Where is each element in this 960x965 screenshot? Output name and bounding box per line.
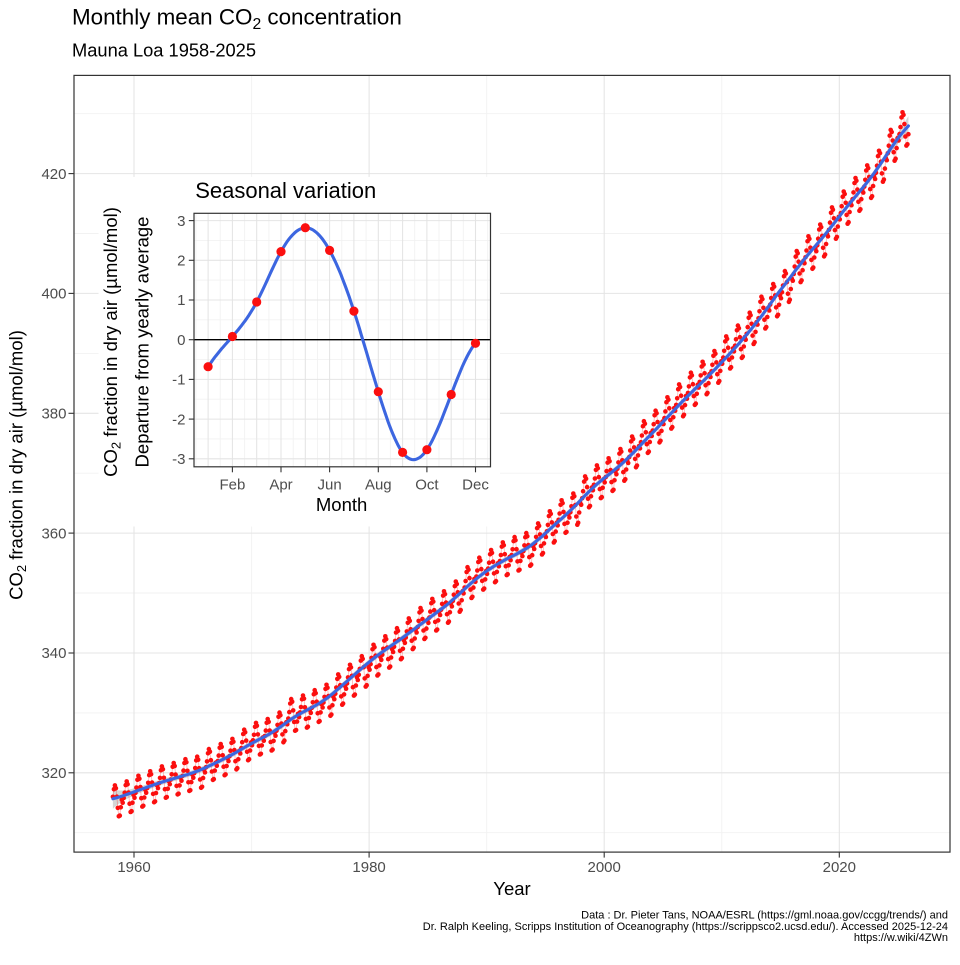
- svg-text:Data : Dr. Pieter Tans, NOAA/E: Data : Dr. Pieter Tans, NOAA/ESRL (https…: [581, 910, 948, 922]
- svg-text:Dec: Dec: [462, 476, 489, 493]
- svg-text:Monthly mean CO2 concentration: Monthly mean CO2 concentration: [72, 5, 402, 34]
- svg-text:1960: 1960: [117, 859, 150, 876]
- svg-text:Aug: Aug: [365, 476, 392, 493]
- svg-text:2000: 2000: [588, 859, 621, 876]
- svg-text:320: 320: [41, 765, 66, 782]
- svg-text:Jun: Jun: [318, 476, 342, 493]
- svg-text:Month: Month: [316, 494, 367, 515]
- svg-text:340: 340: [41, 645, 66, 662]
- svg-text:2020: 2020: [823, 859, 856, 876]
- svg-text:-3: -3: [172, 451, 185, 468]
- svg-text:CO2 fraction in dry air (µmol/: CO2 fraction in dry air (µmol/mol): [100, 207, 124, 477]
- svg-text:-2: -2: [172, 411, 185, 428]
- svg-text:Departure from yearly average: Departure from yearly average: [132, 217, 153, 468]
- svg-text:400: 400: [41, 286, 66, 303]
- svg-text:Oct: Oct: [415, 476, 439, 493]
- svg-text:Dr. Ralph Keeling, Scripps Ins: Dr. Ralph Keeling, Scripps Institution o…: [423, 921, 948, 933]
- svg-text:360: 360: [41, 525, 66, 542]
- svg-text:https://w.wiki/4ZWn: https://w.wiki/4ZWn: [854, 932, 948, 944]
- svg-text:Seasonal variation: Seasonal variation: [195, 178, 376, 203]
- svg-text:1: 1: [177, 292, 185, 309]
- svg-text:2: 2: [177, 253, 185, 270]
- svg-text:0: 0: [177, 332, 185, 349]
- svg-text:Mauna Loa 1958-2025: Mauna Loa 1958-2025: [72, 40, 256, 61]
- svg-text:380: 380: [41, 406, 66, 423]
- svg-text:420: 420: [41, 166, 66, 183]
- svg-text:Year: Year: [493, 878, 530, 899]
- svg-text:Apr: Apr: [269, 476, 292, 493]
- svg-text:CO2 fraction in dry air (µmol/: CO2 fraction in dry air (µmol/mol): [5, 330, 29, 600]
- svg-text:Feb: Feb: [219, 476, 245, 493]
- svg-text:3: 3: [177, 213, 185, 230]
- svg-text:1980: 1980: [352, 859, 385, 876]
- svg-text:-1: -1: [172, 372, 185, 389]
